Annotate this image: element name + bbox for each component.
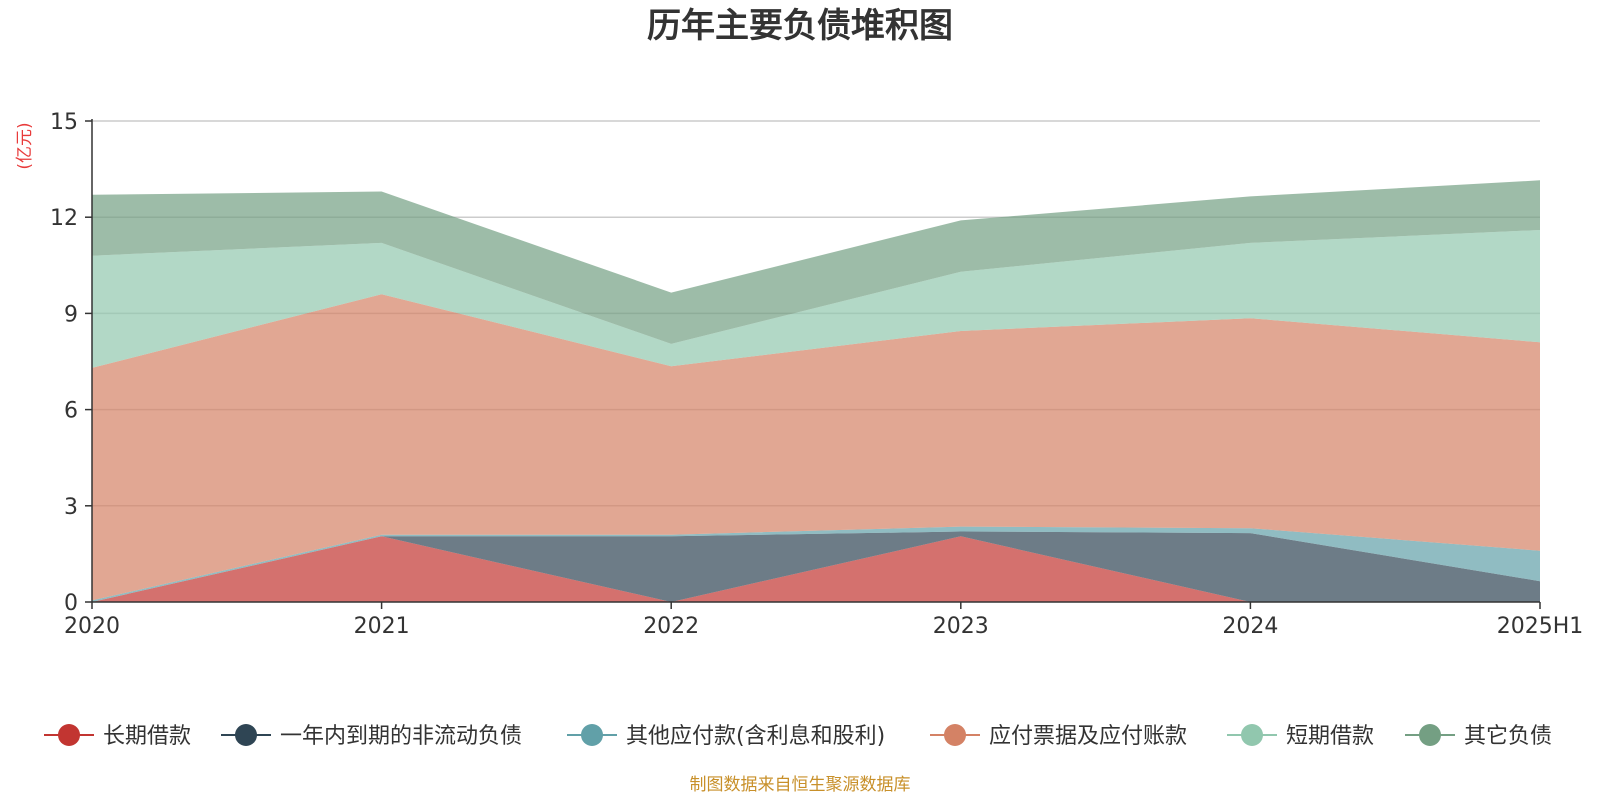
legend-item[interactable]: 短期借款 (1227, 724, 1374, 749)
legend-label: 一年内到期的非流动负债 (280, 724, 522, 749)
stacked-areas (92, 180, 1540, 602)
y-tick-label: 9 (64, 302, 78, 327)
x-tick-label: 2020 (64, 614, 120, 639)
legend-label: 应付票据及应付账款 (989, 724, 1187, 749)
source-note: 制图数据来自恒生聚源数据库 (690, 775, 911, 795)
legend-marker-icon (1241, 724, 1263, 746)
y-unit-label: (亿元) (15, 122, 35, 169)
legend-item[interactable]: 其它负债 (1405, 724, 1552, 749)
legend-label: 长期借款 (103, 724, 191, 749)
axes: 0 3 6 9 12 15 2020 2021 2022 2023 2024 2025H1 (50, 110, 1583, 639)
x-tick-label: 2023 (933, 614, 989, 639)
legend-item[interactable]: 长期借款 (44, 724, 191, 749)
legend-marker-icon (235, 724, 257, 746)
legend-label: 短期借款 (1286, 724, 1374, 749)
chart-title: 历年主要负债堆积图 (647, 6, 953, 46)
legend-marker-icon (58, 724, 80, 746)
legend-item[interactable]: 应付票据及应付账款 (930, 724, 1187, 749)
legend-label: 其它负债 (1464, 724, 1552, 749)
y-tick-label: 12 (50, 206, 78, 231)
legend-marker-icon (944, 724, 966, 746)
legend-item[interactable]: 一年内到期的非流动负债 (221, 724, 522, 749)
legend-item[interactable]: 其他应付款(含利息和股利) (567, 724, 885, 749)
area-series (92, 294, 1540, 601)
y-tick-label: 0 (64, 591, 78, 616)
legend-label: 其他应付款(含利息和股利) (626, 724, 885, 749)
legend[interactable]: 长期借款 一年内到期的非流动负债 其他应付款(含利息和股利) 应付票据及应付账款 短期借… (44, 724, 1552, 749)
area-series (92, 536, 1540, 602)
area-series (92, 531, 1540, 602)
y-tick-label: 6 (64, 399, 78, 424)
y-tick-label: 15 (50, 110, 78, 135)
x-tick-label: 2025H1 (1497, 614, 1584, 639)
legend-marker-icon (581, 724, 603, 746)
x-tick-label: 2021 (354, 614, 410, 639)
x-tick-label: 2022 (643, 614, 699, 639)
legend-marker-icon (1419, 724, 1441, 746)
area-series (92, 230, 1540, 368)
x-tick-label: 2024 (1222, 614, 1278, 639)
y-tick-label: 3 (64, 495, 78, 520)
area-series (92, 180, 1540, 344)
